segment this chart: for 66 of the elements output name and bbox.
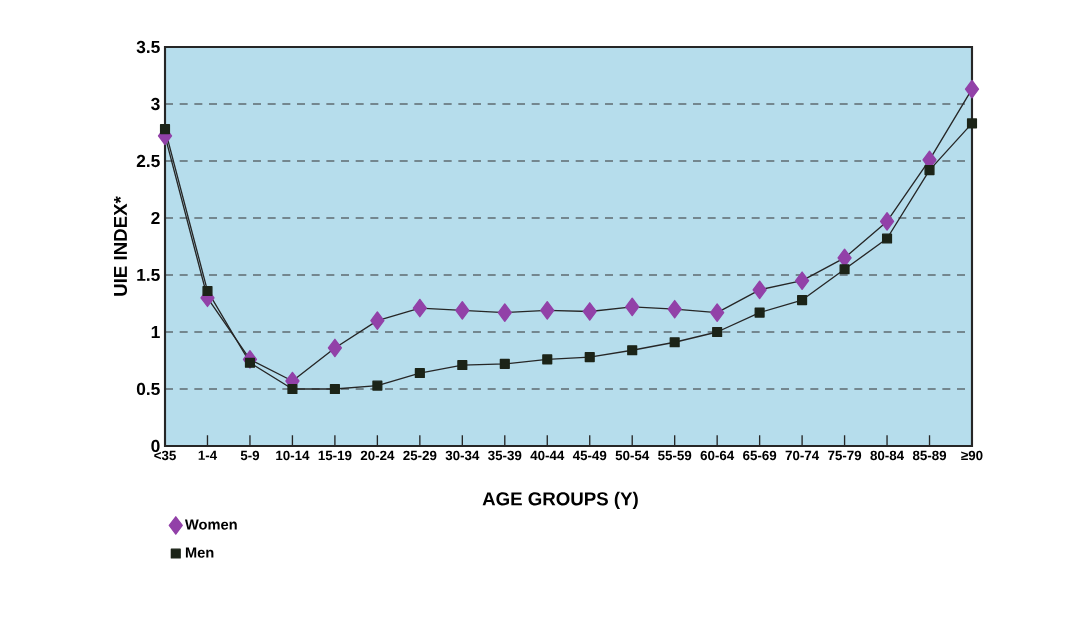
x-tick-label: 45-49 <box>572 450 607 461</box>
x-tick-label: 1-4 <box>198 450 218 460</box>
y-tick-label: 2 <box>151 211 160 225</box>
x-tick-label: 5-9 <box>240 450 260 461</box>
legend-label: Women <box>184 519 237 530</box>
point <box>667 299 682 319</box>
point <box>966 118 978 129</box>
point <box>924 165 935 176</box>
x-tick-label: 55-59 <box>658 450 692 461</box>
point <box>202 285 213 297</box>
x-tick-label: 60-64 <box>700 450 735 461</box>
point <box>879 212 895 231</box>
y-tick-label: 3 <box>151 97 160 111</box>
point <box>497 303 512 322</box>
x-tick-label: 10-14 <box>276 450 310 461</box>
point <box>457 359 468 371</box>
point <box>372 380 383 391</box>
point <box>627 345 638 356</box>
point <box>499 358 510 369</box>
y-tick-label: 0.5 <box>136 382 160 396</box>
point <box>752 280 767 300</box>
point <box>159 124 171 135</box>
x-tick-label: 30-34 <box>445 450 480 461</box>
x-tick-label: 75-79 <box>828 450 862 461</box>
x-tick-label: 25-29 <box>403 450 437 461</box>
x-tick-label: 35-39 <box>488 450 522 461</box>
point <box>287 383 298 395</box>
point <box>329 383 340 395</box>
point <box>797 295 808 306</box>
x-tick-label: 50-54 <box>615 450 650 461</box>
y-tick-label: 3.5 <box>136 40 160 54</box>
point <box>709 303 725 322</box>
x-tick-label: 20-24 <box>360 450 395 461</box>
x-tick-label: <35 <box>154 450 176 461</box>
y-tick-label: 0 <box>151 439 160 453</box>
point <box>625 297 640 317</box>
point <box>414 367 425 379</box>
y-tick-label: 1 <box>151 326 160 338</box>
y-tick-label: 1.5 <box>137 268 160 282</box>
point <box>370 311 385 330</box>
point <box>669 337 680 348</box>
x-tick-label: 70-74 <box>785 450 820 461</box>
point <box>794 271 810 291</box>
x-tick-label: 15-19 <box>318 450 352 461</box>
y-tick-label: 2.5 <box>136 154 160 168</box>
point <box>412 298 428 318</box>
point <box>712 326 723 338</box>
x-tick-label: ≥90 <box>961 450 983 461</box>
point <box>542 354 553 365</box>
point <box>839 264 850 275</box>
x-axis-title: AGE GROUPS (Y) <box>482 491 638 510</box>
point <box>754 307 765 318</box>
point <box>881 233 893 244</box>
x-tick-label: 65-69 <box>743 450 777 461</box>
point <box>584 352 595 363</box>
point <box>327 338 343 358</box>
x-tick-label: 85-89 <box>912 450 947 461</box>
point <box>455 301 470 320</box>
point <box>964 79 980 99</box>
y-axis-title: UIE INDEX* <box>114 196 128 296</box>
point <box>540 301 555 320</box>
point <box>244 357 256 368</box>
legend-label: Men <box>185 547 214 558</box>
x-tick-label: 40-44 <box>530 450 565 461</box>
x-tick-label: 80-84 <box>870 450 905 461</box>
point <box>582 302 597 321</box>
